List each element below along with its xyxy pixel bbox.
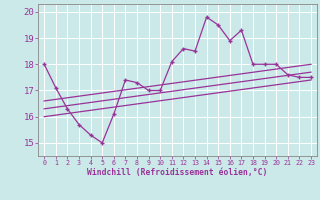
X-axis label: Windchill (Refroidissement éolien,°C): Windchill (Refroidissement éolien,°C) — [87, 168, 268, 177]
